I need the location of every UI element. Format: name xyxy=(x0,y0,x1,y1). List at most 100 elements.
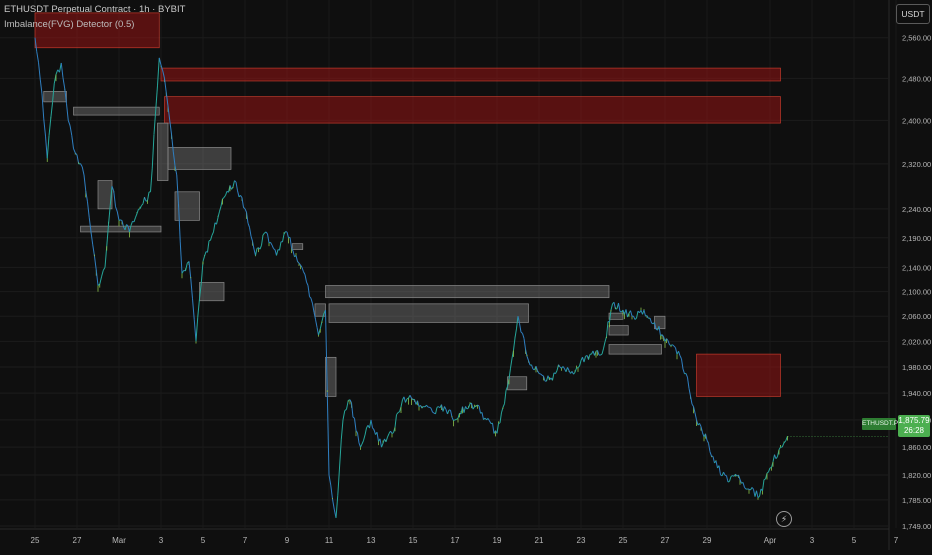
currency-button[interactable]: USDT xyxy=(896,4,930,24)
price-segment xyxy=(256,248,258,255)
price-segment xyxy=(148,192,150,200)
price-segment xyxy=(191,278,193,298)
price-segment xyxy=(433,412,435,413)
price-segment xyxy=(493,423,495,433)
price-segment xyxy=(121,220,123,221)
price-segment xyxy=(84,175,86,191)
price-segment xyxy=(208,241,210,252)
price-segment xyxy=(782,443,784,447)
price-segment xyxy=(631,311,633,316)
price-segment xyxy=(574,372,576,374)
fvg-zone-neutral xyxy=(158,123,169,180)
price-segment xyxy=(410,395,412,398)
fvg-zone-bearish xyxy=(161,68,781,81)
price-segment xyxy=(397,413,399,415)
price-segment xyxy=(683,369,685,374)
price-segment xyxy=(340,440,342,468)
price-segment xyxy=(305,275,307,282)
price-segment xyxy=(251,236,253,241)
price-segment xyxy=(670,345,672,346)
price-segment xyxy=(728,481,730,482)
price-segment xyxy=(644,310,646,316)
price-segment xyxy=(284,232,286,235)
price-segment xyxy=(406,399,408,403)
price-segment xyxy=(196,317,198,341)
price-segment xyxy=(619,303,621,311)
fvg-zone-bearish xyxy=(165,97,781,123)
price-segment xyxy=(277,250,279,256)
price-segment xyxy=(127,224,129,226)
price-segment xyxy=(158,58,160,86)
price-segment xyxy=(341,420,343,440)
price-segment xyxy=(719,466,721,475)
price-segment xyxy=(248,223,250,227)
price-segment xyxy=(689,388,691,396)
price-segment xyxy=(529,361,531,366)
price-segment xyxy=(236,182,238,191)
x-tick-label: 29 xyxy=(703,536,712,545)
price-segment xyxy=(142,204,144,206)
price-segment xyxy=(49,119,51,136)
price-segment xyxy=(46,136,48,158)
price-segment xyxy=(95,256,97,270)
price-segment xyxy=(223,197,225,199)
price-segment xyxy=(338,468,340,496)
lightning-icon[interactable]: ⚡ xyxy=(776,511,792,527)
price-segment xyxy=(352,403,354,417)
price-segment xyxy=(353,417,355,418)
y-tick-label: 2,480.00 xyxy=(902,74,931,83)
price-segment xyxy=(479,406,481,413)
price-segment xyxy=(280,242,282,250)
price-segment xyxy=(263,233,265,235)
fvg-zone-neutral xyxy=(292,244,303,250)
price-segment xyxy=(56,70,58,75)
price-segment xyxy=(51,103,53,119)
price-segment xyxy=(430,407,432,408)
last-price-box: 1,875.79 26:28 xyxy=(898,415,930,437)
price-segment xyxy=(347,400,349,409)
price-segment xyxy=(691,396,693,404)
price-segment xyxy=(757,491,759,498)
price-segment xyxy=(72,135,74,148)
x-tick-label: 27 xyxy=(661,536,670,545)
x-tick-label: 9 xyxy=(285,536,290,545)
price-segment xyxy=(380,439,382,447)
price-segment xyxy=(336,496,338,518)
price-segment xyxy=(784,441,786,443)
price-segment xyxy=(100,277,102,284)
price-segment xyxy=(637,311,639,318)
x-tick-label: 7 xyxy=(243,536,248,545)
price-segment xyxy=(764,479,766,480)
price-segment xyxy=(260,245,262,249)
price-segment xyxy=(401,400,403,407)
fvg-zone-bearish xyxy=(697,354,781,396)
price-segment xyxy=(464,406,466,412)
price-segment xyxy=(67,104,69,121)
price-segment xyxy=(218,211,220,217)
price-segment xyxy=(271,242,273,245)
indicator-label[interactable]: Imbalance(FVG) Detector (0.5) xyxy=(4,19,134,31)
price-segment xyxy=(436,407,438,414)
price-segment xyxy=(331,485,333,499)
price-segment xyxy=(445,406,447,409)
price-segment xyxy=(88,202,90,218)
fvg-zone-neutral xyxy=(609,326,628,335)
price-segment xyxy=(241,195,243,197)
price-segment xyxy=(383,439,385,443)
price-segment xyxy=(44,119,46,136)
x-tick-label: 25 xyxy=(31,536,40,545)
y-tick-label: 2,400.00 xyxy=(902,116,931,125)
price-segment xyxy=(70,125,72,135)
price-segment xyxy=(102,270,104,277)
price-segment xyxy=(602,349,604,354)
price-segment xyxy=(604,342,606,349)
price-segment xyxy=(265,232,267,233)
x-tick-label: 23 xyxy=(577,536,586,545)
price-segment xyxy=(427,405,429,407)
price-segment xyxy=(404,397,406,403)
price-segment xyxy=(611,304,613,310)
y-tick-label: 2,190.00 xyxy=(902,234,931,243)
